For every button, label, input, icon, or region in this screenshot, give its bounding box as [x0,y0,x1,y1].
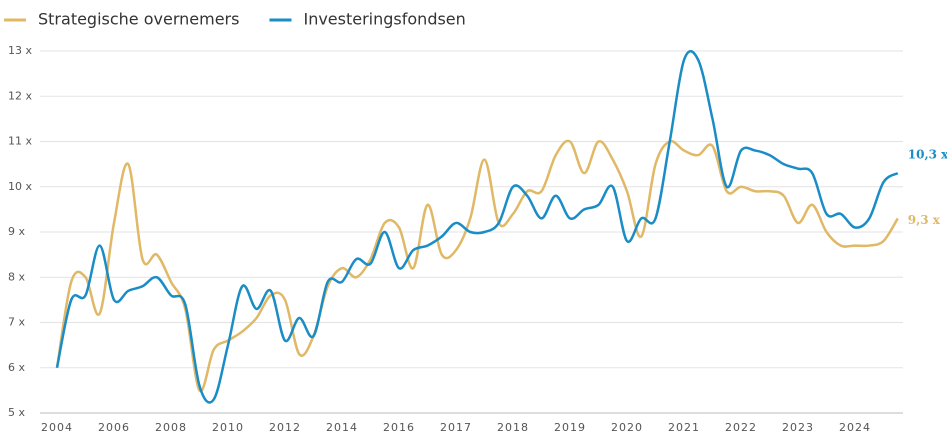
line [55,50,899,404]
x-tick-label: 2010 [212,421,244,434]
y-tick-label: 11 x [8,135,32,148]
y-tick-label: 13 x [8,44,32,57]
legend-label: Strategische overnemers [38,10,239,29]
x-tick-label: 2019 [554,421,586,434]
x-tick-label: 2024 [839,421,871,434]
y-tick-label: 5 x [8,406,25,419]
x-tick-label: 2017 [440,421,472,434]
y-tick-label: 8 x [8,270,25,283]
y-tick-label: 12 x [8,89,32,102]
x-tick-label: 2014 [326,421,358,434]
y-tick-label: 10 x [8,180,32,193]
x-tick-label: 2022 [725,421,757,434]
legend-label: Investeringsfondsen [303,10,465,29]
y-tick-label: 6 x [8,361,25,374]
end-label: 9,3 x [908,213,941,227]
x-tick-label: 2018 [497,421,529,434]
x-tick-label: 2006 [98,421,130,434]
x-tick-label: 2016 [383,421,415,434]
y-tick-label: 7 x [8,316,25,329]
x-tick-label: 2021 [668,421,700,434]
line [55,139,899,393]
end-label: 10,3 x [908,148,947,162]
x-tick-label: 2023 [782,421,814,434]
x-tick-label: 2004 [41,421,73,434]
x-tick-label: 2012 [269,421,301,434]
x-tick-label: 2008 [155,421,187,434]
y-tick-label: 9 x [8,225,25,238]
x-tick-label: 2020 [611,421,643,434]
